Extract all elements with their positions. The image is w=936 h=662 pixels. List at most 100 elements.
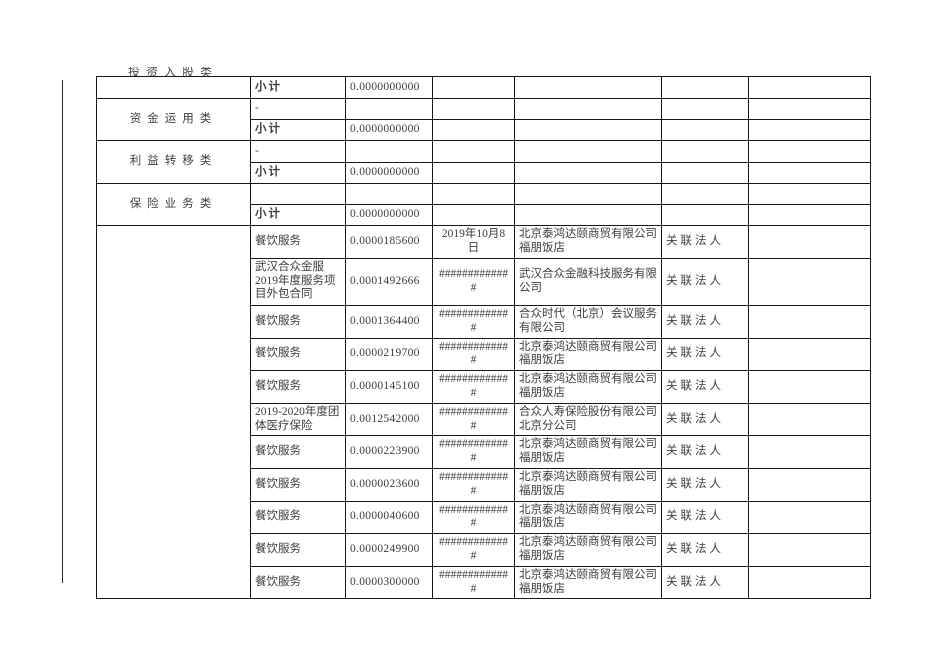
- date-cell: ############ #: [432, 435, 515, 469]
- relation-cell: [661, 76, 749, 99]
- item-cell: 餐饮服务: [250, 370, 346, 404]
- item-cell: 餐饮服务: [250, 533, 346, 567]
- relation-cell: 关联法人: [661, 435, 749, 469]
- item-cell: 餐饮服务: [250, 337, 346, 372]
- amount-cell: 0.0000145100: [345, 370, 433, 404]
- date-cell: ############ #: [432, 565, 515, 600]
- table-row: 2019-2020年度团 体医疗保险 0.0012542000 ########…: [97, 402, 871, 437]
- item-cell: 2019-2020年度团 体医疗保险: [250, 402, 346, 437]
- amount-cell: 0.0000000000: [345, 76, 433, 99]
- date-cell: [432, 183, 515, 205]
- relation-cell: 关联法人: [661, 370, 749, 404]
- relation-cell: 关联法人: [661, 402, 749, 437]
- amount-cell: 0.0001364400: [345, 304, 433, 339]
- amount-cell: 0.0000000000: [345, 204, 433, 226]
- amount-cell: [345, 183, 433, 205]
- empty-cell: [748, 533, 871, 567]
- amount-cell: 0.0000249900: [345, 533, 433, 567]
- company-cell: 北京泰鸿达颐商贸有限公司 福朋饭店: [514, 500, 662, 535]
- item-cell: [250, 183, 346, 205]
- empty-cell: [748, 402, 871, 437]
- item-cell: 餐饮服务: [250, 225, 346, 259]
- cut-off-category-text: 投资入股类: [127, 67, 218, 78]
- empty-cell: [748, 119, 871, 141]
- category-cell: 资金运用类: [96, 98, 251, 141]
- table-row: 餐饮服务 0.0000300000 ############ # 北京泰鸿达颐商…: [97, 565, 871, 600]
- amount-cell: 0.0000300000: [345, 565, 433, 600]
- date-cell: ############ #: [432, 370, 515, 404]
- item-cell: 餐饮服务: [250, 565, 346, 600]
- item-cell: 武汉合众金服 2019年度服务项 目外包合同: [250, 257, 346, 306]
- relation-cell: 关联法人: [661, 565, 749, 600]
- table-row: 餐饮服务 0.0000185600 2019年10月8 日 北京泰鸿达颐商贸有限…: [96, 224, 871, 600]
- amount-cell: [345, 98, 433, 120]
- relation-cell: 关联法人: [661, 500, 749, 535]
- empty-cell: [748, 565, 871, 600]
- amount-cell: 0.0012542000: [345, 402, 433, 437]
- relation-cell: [661, 119, 749, 141]
- relation-cell: 关联法人: [661, 467, 749, 502]
- company-cell: [514, 204, 662, 226]
- relation-cell: 关联法人: [661, 225, 749, 259]
- relation-cell: 关联法人: [661, 304, 749, 339]
- date-cell: [432, 119, 515, 141]
- amount-cell: 0.0000185600: [345, 225, 433, 259]
- amount-cell: 0.0001492666: [345, 257, 433, 306]
- date-cell: [432, 98, 515, 120]
- relation-cell: [661, 183, 749, 205]
- empty-cell: [748, 183, 871, 205]
- relation-cell: 关联法人: [661, 533, 749, 567]
- date-cell: [432, 76, 515, 99]
- empty-cell: [748, 304, 871, 339]
- left-column-border-line: [62, 80, 63, 583]
- table-row: 保险业务类: [96, 183, 871, 226]
- date-cell: ############ #: [432, 467, 515, 502]
- company-cell: 北京泰鸿达颐商贸有限公司 福朋饭店: [514, 435, 662, 469]
- table-row: 餐饮服务 0.0001364400 ############ # 合众时代（北京…: [97, 304, 871, 339]
- table-row: 餐饮服务 0.0000023600 ############ # 北京泰鸿达颐商…: [97, 467, 871, 502]
- date-cell: ############ #: [432, 533, 515, 567]
- related-party-table: 小计 0.0000000000 资金运用类 - 小计 0.0000000000: [96, 76, 871, 600]
- category-cell: [96, 76, 251, 99]
- item-cell: 小计: [250, 119, 346, 141]
- item-cell: -: [250, 140, 346, 163]
- table-row: 利益转移类 -: [96, 140, 871, 184]
- relation-cell: [661, 98, 749, 120]
- amount-cell: [345, 140, 433, 163]
- date-cell: ############ #: [432, 337, 515, 372]
- company-cell: 北京泰鸿达颐商贸有限公司 福朋饭店: [514, 370, 662, 404]
- company-cell: [514, 98, 662, 120]
- empty-cell: [748, 204, 871, 226]
- date-cell: ############ #: [432, 402, 515, 437]
- empty-cell: [748, 225, 871, 259]
- cut-off-category-label: 投资入股类: [96, 67, 250, 78]
- company-cell: [514, 140, 662, 163]
- empty-cell: [748, 467, 871, 502]
- date-cell: ############ #: [432, 304, 515, 339]
- relation-cell: [661, 162, 749, 184]
- date-cell: ############ #: [432, 257, 515, 306]
- table-row: 餐饮服务 0.0000219700 ############ # 北京泰鸿达颐商…: [97, 337, 871, 372]
- company-cell: 北京泰鸿达颐商贸有限公司 福朋饭店: [514, 225, 662, 259]
- date-cell: [432, 204, 515, 226]
- amount-cell: 0.0000000000: [345, 119, 433, 141]
- relation-cell: 关联法人: [661, 337, 749, 372]
- date-cell: [432, 140, 515, 163]
- date-cell: [432, 162, 515, 184]
- amount-cell: 0.0000219700: [345, 337, 433, 372]
- empty-cell: [748, 162, 871, 184]
- table-row: 小计 0.0000000000: [97, 204, 871, 226]
- empty-cell: [748, 140, 871, 163]
- empty-cell: [748, 76, 871, 99]
- empty-cell: [748, 98, 871, 120]
- category-cell: [96, 224, 251, 600]
- company-cell: 合众人寿保险股份有限公司 北京分公司: [514, 402, 662, 437]
- item-cell: 餐饮服务: [250, 500, 346, 535]
- company-cell: 北京泰鸿达颐商贸有限公司 福朋饭店: [514, 533, 662, 567]
- relation-cell: [661, 140, 749, 163]
- item-cell: 小计: [250, 162, 346, 184]
- empty-cell: [748, 370, 871, 404]
- amount-cell: 0.0000040600: [345, 500, 433, 535]
- date-cell: 2019年10月8 日: [432, 225, 515, 259]
